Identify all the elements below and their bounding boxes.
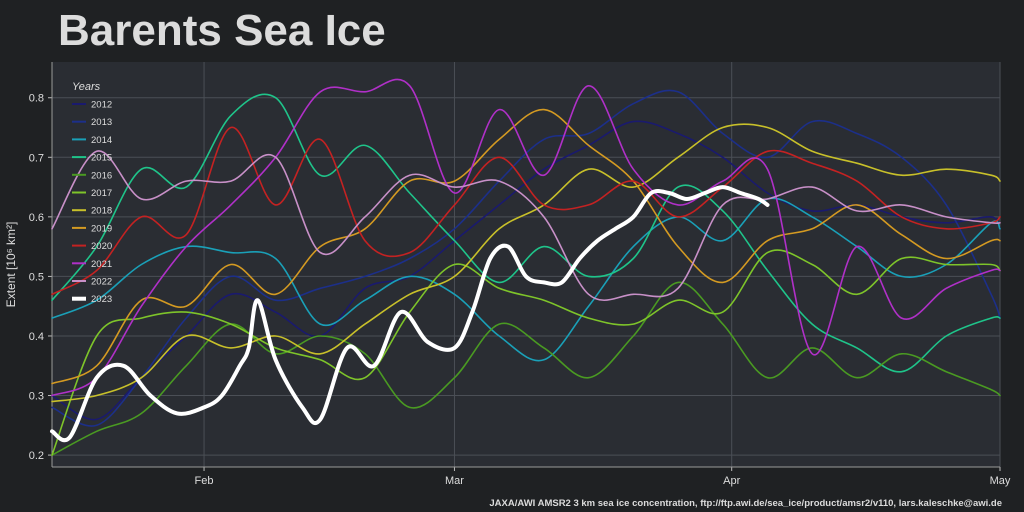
y-axis-label: Extent [10⁶ km²] bbox=[4, 222, 18, 308]
y-tick-label: 0.7 bbox=[29, 152, 44, 164]
y-tick-label: 0.5 bbox=[29, 271, 44, 283]
legend-title: Years bbox=[72, 81, 101, 93]
y-tick-label: 0.8 bbox=[29, 93, 44, 105]
page-title: Barents Sea Ice bbox=[58, 6, 386, 55]
legend-label-2013: 2013 bbox=[91, 117, 112, 128]
series-line-2017 bbox=[51, 249, 1001, 456]
x-tick-label: Apr bbox=[723, 475, 740, 487]
source-credit: JAXA/AWI AMSR2 3 km sea ice concentratio… bbox=[489, 498, 1002, 509]
x-tick-label: May bbox=[990, 475, 1011, 487]
y-tick-label: 0.4 bbox=[29, 331, 44, 343]
series-lines bbox=[50, 78, 1001, 456]
legend-label-2012: 2012 bbox=[91, 100, 112, 111]
x-tick-label: Feb bbox=[195, 475, 214, 487]
legend-label-2022: 2022 bbox=[91, 277, 112, 288]
y-tick-label: 0.2 bbox=[29, 450, 44, 462]
series-line-2014 bbox=[51, 197, 1001, 362]
legend-label-2015: 2015 bbox=[91, 153, 112, 164]
axes: 0.2 0.3 0.4 0.5 0.6 0.7 0.8 Feb Mar Apr May Extent … bbox=[4, 62, 1011, 487]
legend: Years 2012 2013 2014 2015 2016 2017 2018 2019 202… bbox=[72, 81, 112, 305]
series-line-2021 bbox=[51, 78, 1001, 397]
x-tick-label: Mar bbox=[445, 475, 464, 487]
y-tick-label: 0.6 bbox=[29, 212, 44, 224]
series-line-2023 bbox=[50, 185, 770, 443]
legend-label-2018: 2018 bbox=[91, 206, 112, 217]
plot-area bbox=[52, 62, 1000, 467]
legend-label-2019: 2019 bbox=[91, 223, 112, 234]
legend-label-2014: 2014 bbox=[91, 135, 112, 146]
series-line-2020 bbox=[51, 126, 1001, 296]
series-line-2019 bbox=[51, 108, 1001, 385]
series-line-2015 bbox=[51, 93, 1001, 373]
grid-lines bbox=[52, 62, 1001, 467]
legend-label-2017: 2017 bbox=[91, 188, 112, 199]
legend-label-2016: 2016 bbox=[91, 170, 112, 181]
series-line-2016 bbox=[51, 281, 1001, 456]
series-line-2022 bbox=[51, 150, 1001, 302]
series-line-2013 bbox=[51, 89, 1001, 427]
legend-label-2021: 2021 bbox=[91, 259, 112, 270]
legend-label-2023: 2023 bbox=[91, 294, 112, 305]
y-tick-label: 0.3 bbox=[29, 391, 44, 403]
series-line-2012 bbox=[51, 120, 1001, 421]
legend-label-2020: 2020 bbox=[91, 241, 112, 252]
